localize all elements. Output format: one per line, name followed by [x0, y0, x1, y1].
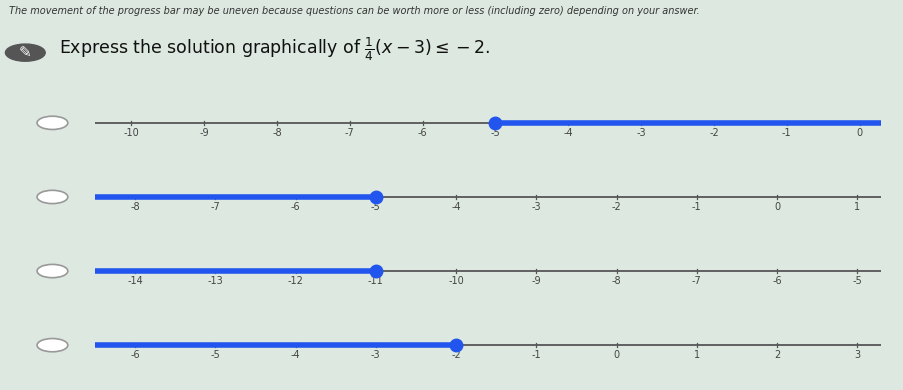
Text: -6: -6: [417, 128, 427, 138]
Text: -8: -8: [272, 128, 282, 138]
Text: ✎: ✎: [19, 45, 32, 60]
Text: 0: 0: [613, 350, 619, 360]
Text: -4: -4: [563, 128, 573, 138]
Text: -8: -8: [130, 202, 140, 212]
Text: -11: -11: [368, 276, 383, 286]
Text: -9: -9: [200, 128, 209, 138]
Text: -1: -1: [531, 350, 541, 360]
Text: The movement of the progress bar may be uneven because questions can be worth mo: The movement of the progress bar may be …: [9, 6, 699, 16]
Text: -8: -8: [611, 276, 620, 286]
Text: 2: 2: [773, 350, 779, 360]
Text: -6: -6: [130, 350, 140, 360]
Text: -3: -3: [531, 202, 541, 212]
Text: -4: -4: [291, 350, 300, 360]
Text: 0: 0: [855, 128, 861, 138]
Text: -9: -9: [531, 276, 541, 286]
Text: -14: -14: [127, 276, 143, 286]
Text: -12: -12: [287, 276, 303, 286]
Text: -1: -1: [781, 128, 791, 138]
Text: -5: -5: [852, 276, 861, 286]
Text: 1: 1: [853, 202, 860, 212]
Text: -7: -7: [691, 276, 701, 286]
Text: -1: -1: [691, 202, 701, 212]
Text: 1: 1: [693, 350, 699, 360]
Text: -2: -2: [708, 128, 718, 138]
Text: -2: -2: [451, 350, 461, 360]
Text: -5: -5: [490, 128, 499, 138]
Text: 0: 0: [773, 202, 779, 212]
Text: -6: -6: [771, 276, 781, 286]
Text: -10: -10: [124, 128, 139, 138]
Text: -5: -5: [210, 350, 220, 360]
Text: -6: -6: [291, 202, 300, 212]
Text: -13: -13: [207, 276, 223, 286]
Text: -3: -3: [370, 350, 380, 360]
Text: Express the solution graphically of $\frac{1}{4}(x - 3) \leq -2$.: Express the solution graphically of $\fr…: [59, 35, 489, 62]
Text: -3: -3: [636, 128, 645, 138]
Text: -10: -10: [448, 276, 463, 286]
Text: -7: -7: [210, 202, 220, 212]
Text: -7: -7: [345, 128, 354, 138]
Text: 3: 3: [853, 350, 860, 360]
Text: -2: -2: [611, 202, 620, 212]
Text: -5: -5: [370, 202, 380, 212]
Text: -4: -4: [451, 202, 461, 212]
